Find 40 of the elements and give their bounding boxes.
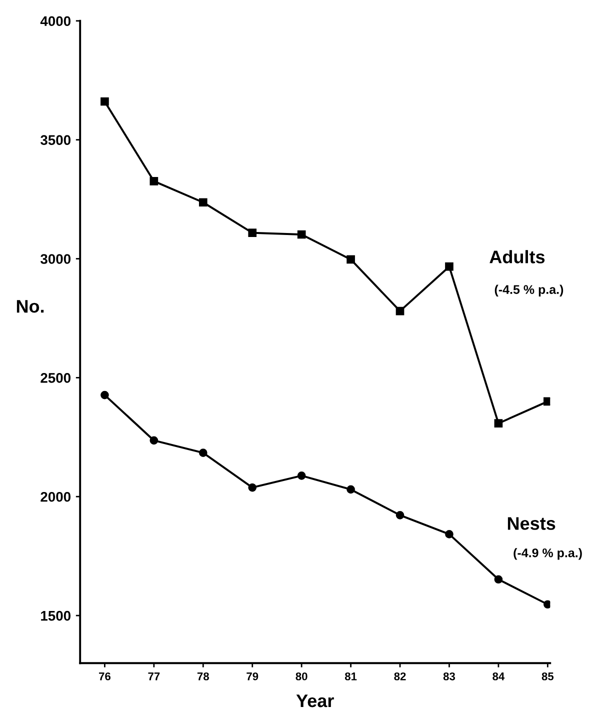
x-tick-label: 78 — [197, 672, 209, 680]
x-tick-label: 84 — [492, 672, 505, 680]
point — [297, 472, 306, 480]
point — [248, 483, 257, 492]
annotation: (-4.5 % p.a.) — [494, 284, 564, 296]
point — [445, 530, 454, 538]
x-tick-label: 81 — [344, 672, 357, 680]
y-tick-label: 2000 — [40, 492, 71, 502]
y-tick-label: 2500 — [40, 373, 71, 383]
point — [198, 448, 208, 458]
x-tick-label: 83 — [443, 672, 456, 680]
point — [396, 306, 404, 316]
x-tick-label: 80 — [296, 672, 308, 680]
y-tick-label: 3000 — [40, 254, 71, 264]
x-tick-label: 76 — [99, 672, 110, 680]
y-tick-label: 1500 — [41, 610, 71, 621]
y-tick-label: 3500 — [40, 135, 71, 145]
point — [396, 511, 404, 520]
point — [248, 228, 257, 237]
point — [150, 436, 158, 445]
y-axis-title: No. — [16, 300, 44, 313]
x-tick-label: 77 — [148, 672, 160, 680]
x-axis-title: Year — [296, 694, 334, 708]
annotation: (-4.9 % p.a.) — [514, 548, 582, 560]
y-tick-label: 4000 — [40, 16, 71, 26]
point — [346, 485, 355, 494]
point — [494, 575, 503, 584]
point — [297, 230, 306, 239]
point — [150, 177, 158, 186]
x-tick-label: 82 — [394, 672, 406, 680]
point — [445, 262, 454, 271]
x-tick-label: 85 — [542, 672, 554, 680]
point — [100, 97, 109, 106]
point — [198, 198, 208, 207]
text: Adults — [490, 250, 545, 264]
text: Nests — [508, 517, 556, 530]
x-tick-label: 79 — [246, 672, 258, 680]
point — [494, 419, 503, 428]
point — [346, 255, 355, 264]
point — [100, 390, 109, 400]
